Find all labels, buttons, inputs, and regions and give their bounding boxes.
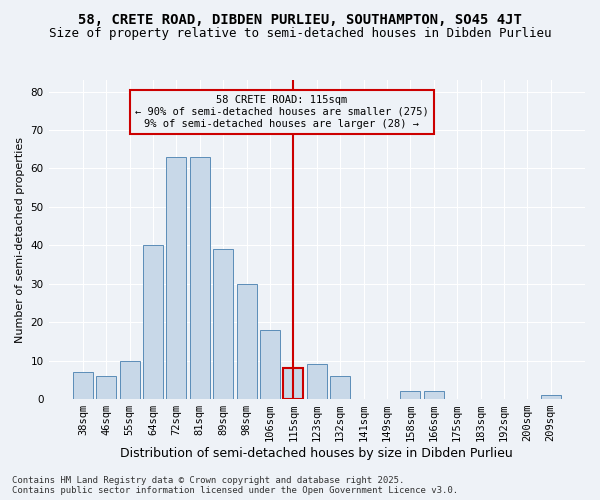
Bar <box>97 376 116 399</box>
Text: Size of property relative to semi-detached houses in Dibden Purlieu: Size of property relative to semi-detach… <box>49 28 551 40</box>
Bar <box>330 376 350 399</box>
Bar <box>236 284 257 399</box>
Bar <box>541 395 560 399</box>
Bar <box>143 246 163 399</box>
Text: 58, CRETE ROAD, DIBDEN PURLIEU, SOUTHAMPTON, SO45 4JT: 58, CRETE ROAD, DIBDEN PURLIEU, SOUTHAMP… <box>78 12 522 26</box>
Bar <box>307 364 327 399</box>
Bar <box>120 360 140 399</box>
X-axis label: Distribution of semi-detached houses by size in Dibden Purlieu: Distribution of semi-detached houses by … <box>121 447 513 460</box>
Text: 58 CRETE ROAD: 115sqm
← 90% of semi-detached houses are smaller (275)
9% of semi: 58 CRETE ROAD: 115sqm ← 90% of semi-deta… <box>135 96 428 128</box>
Bar <box>73 372 93 399</box>
Y-axis label: Number of semi-detached properties: Number of semi-detached properties <box>15 136 25 342</box>
Bar <box>166 157 187 399</box>
Text: Contains HM Land Registry data © Crown copyright and database right 2025.
Contai: Contains HM Land Registry data © Crown c… <box>12 476 458 495</box>
Bar <box>190 157 210 399</box>
Bar <box>400 392 420 399</box>
Bar <box>283 368 304 399</box>
Bar <box>260 330 280 399</box>
Bar <box>213 249 233 399</box>
Bar <box>424 392 443 399</box>
